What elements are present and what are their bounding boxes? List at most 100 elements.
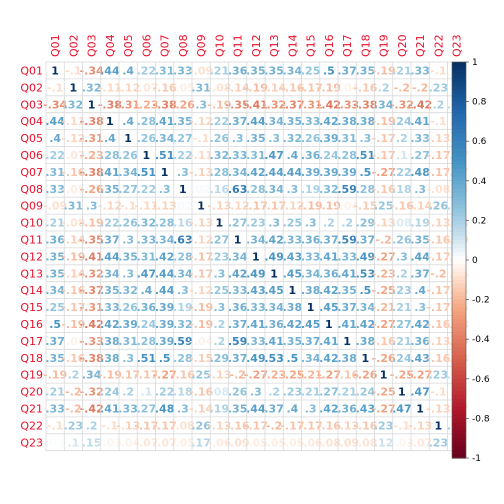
cell-value: -.1 <box>102 419 118 432</box>
cell-value: .37 <box>228 352 248 365</box>
cell-value: -.41 <box>80 250 104 263</box>
cell-value: .38 <box>337 115 357 128</box>
colorbar-band <box>452 121 466 126</box>
cell-value: .24 <box>392 115 412 128</box>
cell-value: .42 <box>319 115 339 128</box>
cell-value: .38 <box>283 301 303 314</box>
cell-value: .42 <box>100 318 120 331</box>
colorbar <box>451 61 467 459</box>
cell-value: .23 <box>429 436 449 449</box>
cell-value: .19 <box>301 183 321 196</box>
cell-value: .08 <box>392 217 412 230</box>
colorbar-band <box>452 157 466 162</box>
cell-value: 1 <box>325 318 333 331</box>
cell-value: -.34 <box>80 64 104 77</box>
cell-value: .37 <box>228 115 248 128</box>
cell-value: -.12 <box>61 132 85 145</box>
cell-value: -.12 <box>98 200 122 213</box>
cell-value: .4 <box>414 284 426 297</box>
colorbar-band <box>452 188 466 194</box>
cell-value: .1 <box>396 149 408 162</box>
cell-value: 1 <box>435 419 443 432</box>
cell-value: .37 <box>356 233 376 246</box>
cell-value: .41 <box>155 115 175 128</box>
cell-value: .36 <box>319 267 339 280</box>
column-label: Q06 <box>140 34 153 57</box>
cell-value: .43 <box>410 352 430 365</box>
cell-value: -.14 <box>408 200 432 213</box>
cell-value: .21 <box>45 217 65 230</box>
cell-value: .44 <box>45 115 65 128</box>
cell-value: -.1 <box>193 132 209 145</box>
cell-value: -.1 <box>430 64 446 77</box>
cell-value: .16 <box>210 183 230 196</box>
colorbar-band <box>452 97 466 103</box>
cell-value: .36 <box>137 301 157 314</box>
cell-value: -.16 <box>335 369 359 382</box>
cell-value: .42 <box>228 267 248 280</box>
cell-value: -.19 <box>189 301 213 314</box>
cell-value: .19 <box>410 217 430 230</box>
cell-value: -.17 <box>426 284 450 297</box>
cell-value: -.17 <box>426 166 450 179</box>
cell-value: -.19 <box>244 81 268 94</box>
cell-value: .2 <box>396 132 408 145</box>
cell-value: -.23 <box>262 369 286 382</box>
cell-value: -.17 <box>189 267 213 280</box>
cell-value: -.27 <box>372 166 396 179</box>
cell-value: .34 <box>374 98 394 111</box>
cell-value: 1 <box>270 267 278 280</box>
cell-value: .19 <box>210 402 230 415</box>
cell-value: .2 <box>86 419 98 432</box>
cell-value: .21 <box>392 301 412 314</box>
cell-value: .3 <box>305 402 317 415</box>
cell-value: .01 <box>45 436 65 449</box>
cell-value: .41 <box>246 318 266 331</box>
cell-value: -.25 <box>372 386 396 399</box>
colorbar-band <box>452 315 466 320</box>
cell-value: -.42 <box>80 402 104 415</box>
cell-value: .44 <box>264 166 284 179</box>
cell-value: .25 <box>301 64 321 77</box>
cell-value: .4 <box>286 402 298 415</box>
row-label: Q14 <box>20 284 43 297</box>
cell-value: -.12 <box>116 81 140 94</box>
cell-value: -.08 <box>353 436 377 449</box>
colorbar-tick-label: 0 <box>472 256 478 266</box>
cell-value: -.27 <box>244 369 268 382</box>
colorbar-band <box>452 240 466 245</box>
cell-value: -.05 <box>171 436 195 449</box>
cell-value: -.11 <box>134 200 158 213</box>
column-label: Q04 <box>104 34 117 57</box>
cell-value: .3 <box>250 386 262 399</box>
cell-value: .5 <box>359 284 371 297</box>
cell-value: .3 <box>268 132 280 145</box>
colorbar-band <box>452 65 466 71</box>
colorbar-band <box>452 153 466 158</box>
row-label: Q13 <box>20 267 43 280</box>
cell-value: -.27 <box>372 402 396 415</box>
cell-value: .37 <box>228 318 248 331</box>
colorbar-band <box>452 81 466 87</box>
cell-value: 1 <box>51 64 59 77</box>
cell-value: .3 <box>414 183 426 196</box>
colorbar-band <box>452 184 466 190</box>
row-label: Q16 <box>20 318 43 331</box>
colorbar-band <box>452 343 466 348</box>
cell-value: -.16 <box>353 81 377 94</box>
cell-value: -.16 <box>426 352 450 365</box>
cell-value: -.1 <box>120 200 136 213</box>
cell-value: 1 <box>398 386 406 399</box>
cell-value: .32 <box>137 217 157 230</box>
cell-value: -.26 <box>80 183 104 196</box>
cell-value: .22 <box>137 183 157 196</box>
cell-value: -.21 <box>372 301 396 314</box>
cell-value: .26 <box>228 386 248 399</box>
cell-value: .32 <box>118 284 138 297</box>
cell-value: .44 <box>246 115 266 128</box>
cell-value: -.17 <box>426 301 450 314</box>
cell-value: .37 <box>337 64 357 77</box>
cell-value: .28 <box>210 166 230 179</box>
cell-value: .37 <box>410 267 430 280</box>
cell-value: -.13 <box>426 217 450 230</box>
